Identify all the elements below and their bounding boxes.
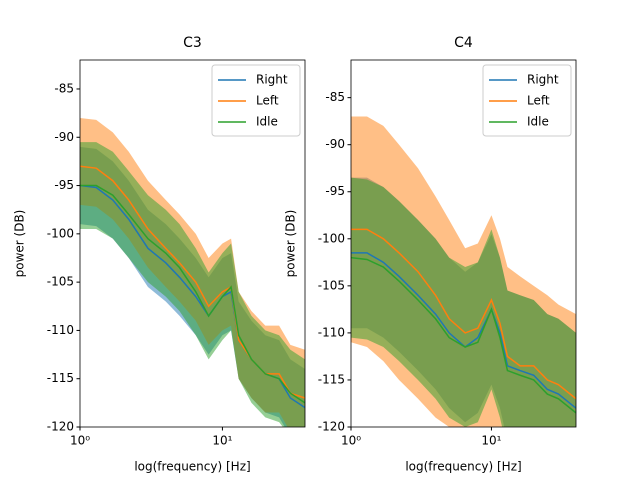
series-line (351, 252, 576, 409)
y-tick-label: -120 (318, 420, 345, 434)
y-tick-label: -100 (318, 231, 345, 245)
y-tick-label: -95 (54, 178, 74, 192)
x-tick-label: 10⁰ (70, 434, 90, 448)
y-tick-label: -90 (325, 137, 345, 151)
legend-label: Left (527, 94, 550, 108)
chart-title: C4 (454, 35, 473, 51)
x-tick-label: 10⁰ (341, 434, 361, 448)
x-tick-label: 10¹ (481, 434, 501, 448)
x-axis-label: log(frequency) [Hz] (405, 460, 521, 474)
series-line (80, 165, 305, 399)
x-axis-label: log(frequency) [Hz] (134, 460, 250, 474)
legend: Right Left Idle (211, 64, 301, 137)
legend-label: Idle (527, 115, 549, 129)
legend-label: Right (527, 73, 559, 87)
confidence-band (351, 177, 576, 427)
y-tick-label: -105 (318, 278, 345, 292)
axes-frame (79, 59, 306, 428)
confidence-band (80, 142, 305, 427)
y-tick-label: -85 (325, 90, 345, 104)
axes-frame (350, 59, 577, 428)
y-tick-label: -120 (47, 420, 74, 434)
y-axis-label: power (DB) (284, 210, 298, 278)
y-tick-label: -85 (54, 81, 74, 95)
legend-label: Left (256, 94, 279, 108)
series-line (80, 184, 305, 404)
legend-label: Right (256, 73, 288, 87)
y-tick-label: -100 (47, 226, 74, 240)
y-tick-label: -90 (54, 130, 74, 144)
legend: Right Left Idle (482, 64, 572, 137)
legend-box (211, 64, 301, 137)
y-tick-label: -115 (47, 371, 74, 385)
y-tick-label: -115 (318, 372, 345, 386)
series-line (351, 256, 576, 414)
x-tick-label: 10¹ (212, 434, 232, 448)
plot-area (80, 117, 305, 427)
y-tick-label: -110 (318, 325, 345, 339)
y-axis-label: power (DB) (13, 210, 27, 278)
plot-area (351, 116, 576, 427)
y-tick-label: -110 (47, 323, 74, 337)
series-line (351, 228, 576, 400)
y-tick-label: -95 (325, 184, 345, 198)
legend-box (482, 64, 572, 137)
chart-title: C3 (183, 35, 202, 51)
y-tick-label: -105 (47, 275, 74, 289)
legend-label: Idle (256, 115, 278, 129)
